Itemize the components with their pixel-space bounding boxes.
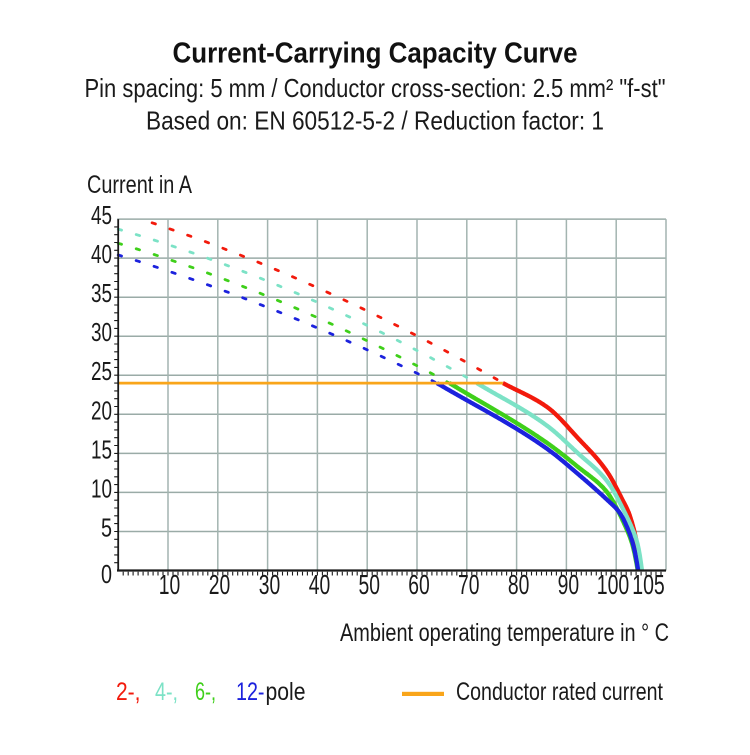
svg-text:Conductor rated current: Conductor rated current [456, 678, 663, 706]
svg-text:80: 80 [508, 569, 530, 600]
svg-text:Based on: EN 60512-5-2 / Reduc: Based on: EN 60512-5-2 / Reduction facto… [146, 106, 604, 136]
svg-text:35: 35 [91, 278, 112, 308]
svg-text:Ambient operating temperature: Ambient operating temperature in ° C [340, 619, 669, 647]
svg-text:30: 30 [91, 317, 112, 347]
svg-text:100: 100 [597, 569, 630, 600]
svg-text:12-: 12- [236, 678, 265, 706]
svg-text:45: 45 [91, 200, 112, 230]
svg-text:Pin spacing: 5 mm / Conductor: Pin spacing: 5 mm / Conductor cross-sect… [85, 73, 666, 103]
svg-text:15: 15 [91, 434, 112, 464]
svg-text:90: 90 [558, 569, 580, 600]
svg-text:50: 50 [359, 569, 381, 600]
svg-text:Current-Carrying Capacity Curv: Current-Carrying Capacity Curve [173, 38, 578, 70]
svg-text:40: 40 [91, 239, 112, 269]
svg-text:6-,: 6-, [195, 678, 216, 706]
svg-text:20: 20 [91, 395, 112, 425]
svg-text:Current in A: Current in A [87, 171, 192, 199]
svg-text:4-,: 4-, [155, 678, 178, 706]
svg-text:20: 20 [209, 569, 231, 600]
svg-text:10: 10 [91, 473, 112, 503]
svg-text:0: 0 [101, 559, 112, 589]
svg-text:105: 105 [632, 569, 665, 600]
svg-text:10: 10 [159, 569, 181, 600]
svg-text:25: 25 [91, 356, 112, 386]
svg-text:5: 5 [101, 513, 112, 543]
svg-text:70: 70 [458, 569, 480, 600]
svg-text:pole: pole [266, 678, 306, 706]
svg-text:40: 40 [309, 569, 331, 600]
svg-text:60: 60 [408, 569, 430, 600]
svg-text:30: 30 [259, 569, 281, 600]
svg-text:2-,: 2-, [116, 678, 141, 706]
